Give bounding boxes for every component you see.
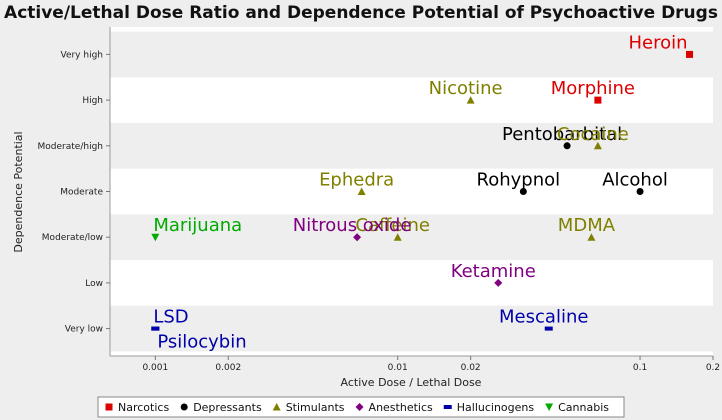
- point-label-caffeine: Caffeine: [355, 215, 430, 236]
- point-label-morphine: Morphine: [551, 78, 635, 99]
- legend-marker-anesthetics: [355, 403, 364, 411]
- x-tick-label-3: 0.02: [461, 363, 481, 373]
- point-morphine: [594, 96, 602, 104]
- point-label-nicotine: Nicotine: [429, 78, 503, 99]
- legend-label-depressants: Depressants: [193, 401, 262, 414]
- x-tick-label-2: 0.01: [388, 363, 408, 373]
- series-hallucinogens: LSD Psilocybin Mescaline: [151, 307, 588, 353]
- x-tick-label-4: 0.1: [633, 363, 647, 373]
- point-label-nitrous-oxide: Nitrous oxide: [293, 215, 412, 236]
- point-label-marijuana: Marijuana: [153, 215, 242, 236]
- point-label-mdma: MDMA: [558, 215, 616, 236]
- x-tick-label-1: 0.002: [215, 363, 241, 373]
- y-tick-label-4: Moderate/high: [38, 142, 103, 152]
- point-label-pentobarbital: Pentobarbital: [502, 124, 622, 145]
- point-rohypnol: [519, 188, 527, 195]
- y-axis-label: Dependence Potential: [12, 131, 25, 252]
- point-ketamine: [494, 278, 503, 287]
- legend-label-stimulants: Stimulants: [286, 401, 345, 414]
- point-nitrous-oxide: [353, 233, 362, 242]
- legend: Narcotics Depressants Stimulants Anesthetic…: [97, 396, 625, 418]
- grid-band-6: [110, 31, 713, 78]
- grid-band-0: [110, 305, 713, 352]
- legend-marker-stimulants: [272, 403, 281, 411]
- point-ephedra: [357, 187, 366, 195]
- series-anesthetics: Nitrous oxide Ketamine: [293, 215, 536, 287]
- y-tick-label-5: High: [82, 96, 103, 106]
- y-tick-label-1: Low: [85, 279, 103, 289]
- plot-background: [110, 27, 713, 356]
- point-psilocybin: [151, 326, 160, 331]
- grid-band-4: [110, 122, 713, 169]
- y-tick-label-0: Very low: [65, 325, 103, 335]
- y-tick-label-2: Moderate/low: [42, 233, 103, 243]
- point-label-lsd: LSD: [153, 307, 188, 328]
- legend-marker-depressants: [180, 403, 188, 411]
- point-nicotine: [466, 96, 475, 104]
- plot-area: Very low Low Moderate/low Moderate Moderate/…: [38, 27, 720, 373]
- point-pentobarbital: [563, 142, 571, 150]
- point-label-mescaline: Mescaline: [499, 307, 588, 328]
- legend-marker-cannabis: [545, 403, 554, 411]
- legend-label-narcotics: Narcotics: [118, 401, 169, 414]
- legend-label-anesthetics: Anesthetics: [369, 401, 433, 414]
- point-alcohol: [636, 188, 644, 195]
- point-marijuana: [151, 233, 160, 242]
- point-mescaline: [544, 326, 553, 331]
- y-tick-label-3: Moderate: [60, 188, 103, 198]
- legend-label-cannabis: Cannabis: [558, 401, 609, 414]
- y-tick-label-6: Very high: [60, 50, 103, 60]
- legend-marker-narcotics: [105, 403, 113, 411]
- point-label-rohypnol: Rohypnol: [477, 170, 561, 191]
- series-depressants: Pentobarbital Rohypnol Alcohol: [477, 124, 668, 195]
- series-stimulants: Nicotine Cocaine Ephedra Caffeine MDMA: [319, 78, 629, 241]
- x-tick-label-5: 0.2: [706, 363, 720, 373]
- series-cannabis: Marijuana: [151, 215, 242, 242]
- point-mdma: [587, 233, 596, 241]
- chart-title: Active/Lethal Dose Ratio and Dependence …: [4, 3, 718, 23]
- point-label-ephedra: Ephedra: [319, 170, 394, 191]
- point-label-heroin: Heroin: [628, 32, 687, 53]
- point-caffeine: [393, 233, 402, 241]
- x-tick-label-0: 0.001: [142, 363, 168, 373]
- point-heroin: [686, 50, 694, 58]
- legend-label-hallucinogens: Hallucinogens: [457, 401, 535, 414]
- legend-marker-hallucinogens: [443, 405, 452, 409]
- point-label-psilocybin: Psilocybin: [157, 332, 246, 353]
- point-label-ketamine: Ketamine: [451, 261, 536, 282]
- series-narcotics: Heroin Morphine: [551, 32, 694, 104]
- point-cocaine: [593, 141, 602, 150]
- point-label-alcohol: Alcohol: [602, 170, 668, 191]
- x-axis-label: Active Dose / Lethal Dose: [341, 376, 482, 389]
- point-label-cocaine: Cocaine: [557, 124, 629, 145]
- grid-band-2: [110, 214, 713, 261]
